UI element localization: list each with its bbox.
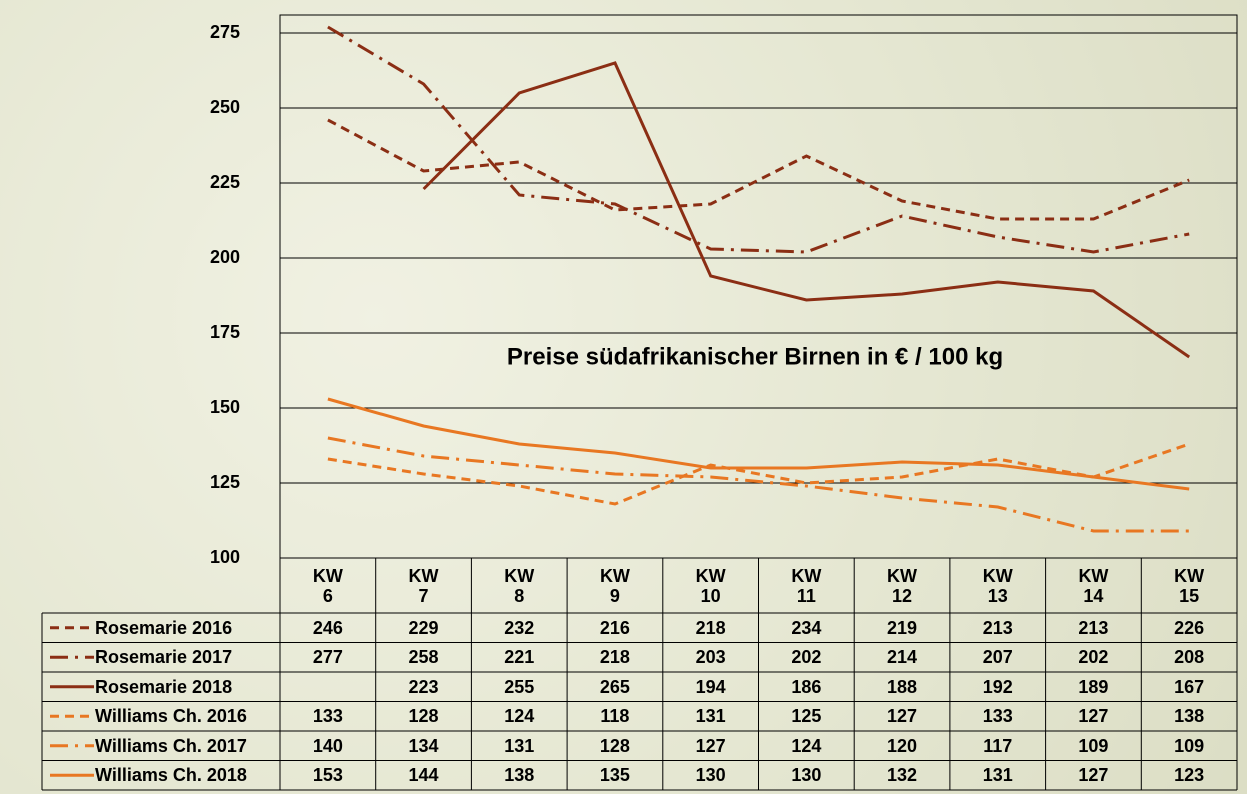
table-value: 131 [982,765,1013,786]
table-value: 229 [408,617,439,638]
table-value: 120 [887,735,918,756]
x-tick-label: KW 14 [1078,565,1109,606]
y-tick-label: 150 [210,397,240,417]
table-value: 188 [887,676,918,697]
table-value: 130 [791,765,822,786]
table-value: 255 [504,676,535,697]
series-line [327,442,1190,506]
table-value: 138 [504,765,535,786]
table-value: 128 [599,735,630,756]
x-tick-label: KW 6 [312,565,343,606]
y-tick-label: 125 [210,472,240,492]
table-value: 218 [599,647,630,668]
table-value: 123 [1174,765,1205,786]
table-value: 246 [312,617,343,638]
legend-label: Williams Ch. 2016 [95,706,247,727]
table-value: 131 [504,735,535,756]
x-tick-label: KW 7 [408,565,439,606]
chart-title: Preise südafrikanischer Birnen in € / 10… [507,343,1003,370]
table-value: 194 [695,676,726,697]
table-value: 125 [791,706,822,727]
table-value: 234 [791,617,822,638]
table-value: 258 [408,647,439,668]
x-tick-label: KW 9 [599,565,630,606]
table-value: 131 [695,706,726,727]
legend-label: Williams Ch. 2017 [95,735,247,756]
table-value: 127 [1078,706,1109,727]
table-value: 130 [695,765,726,786]
y-tick-label: 100 [210,547,240,567]
y-tick-label: 175 [210,322,240,342]
table-value: 109 [1078,735,1109,756]
table-value: 214 [887,647,918,668]
x-tick-label: KW 11 [791,565,822,606]
legend-label: Rosemarie 2016 [95,617,233,638]
table-value: 213 [982,617,1013,638]
table-value: 144 [408,765,439,786]
table-value: 167 [1174,676,1205,697]
table-value: 192 [982,676,1013,697]
table-value: 216 [599,617,630,638]
table-value: 117 [983,735,1013,756]
x-tick-label: KW 13 [982,565,1013,606]
table-value: 135 [599,765,630,786]
table-value: 140 [312,735,343,756]
table-value: 213 [1078,617,1109,638]
table-value: 207 [982,647,1013,668]
x-tick-label: KW 12 [887,565,918,606]
legend-label: Rosemarie 2018 [95,676,233,697]
y-tick-label: 275 [210,22,240,42]
table-value: 203 [695,647,726,668]
table-value: 208 [1174,647,1205,668]
table-value: 133 [982,706,1013,727]
table-value: 186 [791,676,822,697]
table-value: 133 [312,706,343,727]
table-value: 153 [312,765,343,786]
table-value: 221 [504,647,535,668]
x-tick-label: KW 10 [695,565,726,606]
series-line [327,118,1190,221]
table-value: 219 [887,617,918,638]
x-tick-label: KW 8 [504,565,535,606]
table-value: 277 [312,647,343,668]
table-value: 232 [504,617,535,638]
table-value: 226 [1174,617,1205,638]
table-value: 109 [1174,735,1205,756]
table-value: 202 [1078,647,1109,668]
table-value: 189 [1078,676,1109,697]
table-value: 118 [600,706,630,727]
table-value: 132 [887,765,918,786]
legend-label: Rosemarie 2017 [95,647,233,668]
table-value: 218 [695,617,726,638]
table-value: 138 [1174,706,1205,727]
table-value: 127 [887,706,918,727]
table-value: 127 [695,735,726,756]
table-value: 202 [791,647,822,668]
table-value: 124 [504,706,535,727]
y-tick-label: 250 [210,97,240,117]
table-value: 124 [791,735,822,756]
table-value: 128 [408,706,439,727]
y-tick-label: 200 [210,247,240,267]
series-line [327,436,1190,533]
table-value: 134 [408,735,439,756]
legend-label: Williams Ch. 2018 [95,765,247,786]
y-tick-label: 225 [210,172,240,192]
series-line [327,397,1190,491]
table-value: 127 [1078,765,1109,786]
table-value: 265 [599,676,630,697]
table-value: 223 [408,676,439,697]
x-tick-label: KW 15 [1174,565,1205,606]
series-line [422,61,1191,359]
